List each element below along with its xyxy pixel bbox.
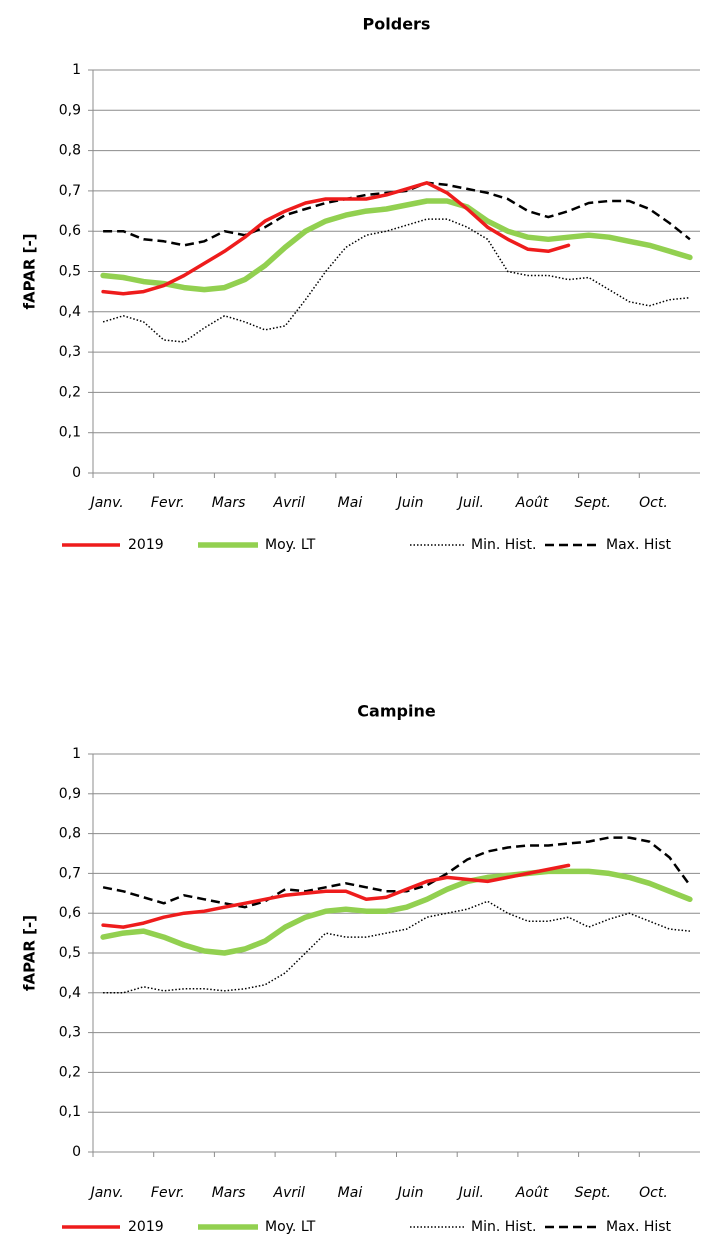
x-tick-label: Mai xyxy=(338,1185,363,1201)
legend-label: Max. Hist xyxy=(606,1219,672,1235)
x-tick-label: Juil. xyxy=(456,1185,484,1201)
y-tick-label: 1 xyxy=(72,746,81,762)
y-tick-label: 0 xyxy=(72,1144,81,1160)
x-tick-label: Mai xyxy=(338,495,363,511)
y-tick-label: 0,2 xyxy=(59,1064,81,1080)
x-tick-label: Oct. xyxy=(639,495,668,511)
legend-label: Min. Hist. xyxy=(471,1219,536,1235)
x-tick-label: Mars xyxy=(212,495,246,511)
y-tick-label: 0,3 xyxy=(59,1025,81,1041)
legend-label: 2019 xyxy=(128,537,164,553)
y-tick-label: 0,6 xyxy=(59,223,81,239)
y-tick-label: 0,7 xyxy=(59,865,81,881)
y-tick-label: 0,3 xyxy=(59,344,81,360)
y-tick-label: 0,5 xyxy=(59,945,81,961)
y-tick-label: 0,6 xyxy=(59,905,81,921)
series-line xyxy=(102,836,691,909)
legend-label: Min. Hist. xyxy=(471,537,536,553)
x-tick-label: Avril xyxy=(273,1185,306,1201)
y-tick-label: 0,4 xyxy=(59,985,81,1001)
y-tick-label: 0,8 xyxy=(59,826,81,842)
chart-title: Campine xyxy=(357,702,436,721)
x-tick-label: Janv. xyxy=(88,1185,124,1201)
y-tick-label: 0,1 xyxy=(59,1104,81,1120)
y-tick-label: 0,8 xyxy=(59,143,81,159)
y-tick-label: 0,7 xyxy=(59,183,81,199)
x-tick-label: Juin xyxy=(395,1185,424,1201)
x-tick-label: Janv. xyxy=(88,495,124,511)
x-tick-label: Sept. xyxy=(575,495,611,511)
y-tick-label: 0,5 xyxy=(59,264,81,280)
x-tick-label: Juil. xyxy=(456,495,484,511)
y-tick-label: 0,1 xyxy=(59,425,81,441)
x-tick-label: Sept. xyxy=(575,1185,611,1201)
series-line xyxy=(100,198,693,293)
series-line xyxy=(103,181,691,247)
y-tick-label: 1 xyxy=(72,62,81,78)
y-tick-label: 0 xyxy=(72,465,81,481)
series-line xyxy=(100,868,693,956)
chart-title: Polders xyxy=(363,15,431,34)
series-line xyxy=(101,863,571,929)
y-tick-label: 0,9 xyxy=(59,786,81,802)
x-tick-label: Août xyxy=(515,1185,549,1201)
y-tick-label: 0,9 xyxy=(59,102,81,118)
legend-label: Moy. LT xyxy=(265,537,316,553)
y-tick-label: 0,4 xyxy=(59,304,81,320)
y-axis-label: fAPAR [-] xyxy=(21,233,39,309)
legend-label: Max. Hist xyxy=(606,537,672,553)
x-tick-label: Fevr. xyxy=(151,1185,185,1201)
x-tick-label: Mars xyxy=(212,1185,246,1201)
legend-label: Moy. LT xyxy=(265,1219,316,1235)
series-line xyxy=(101,181,571,296)
x-tick-label: Oct. xyxy=(639,1185,668,1201)
x-tick-label: Juin xyxy=(395,495,424,511)
x-tick-label: Avril xyxy=(273,495,306,511)
series-line xyxy=(103,900,690,994)
y-axis-label: fAPAR [-] xyxy=(21,915,39,991)
x-tick-label: Août xyxy=(515,495,549,511)
x-tick-label: Fevr. xyxy=(151,495,185,511)
y-tick-label: 0,2 xyxy=(59,384,81,400)
legend-label: 2019 xyxy=(128,1219,164,1235)
